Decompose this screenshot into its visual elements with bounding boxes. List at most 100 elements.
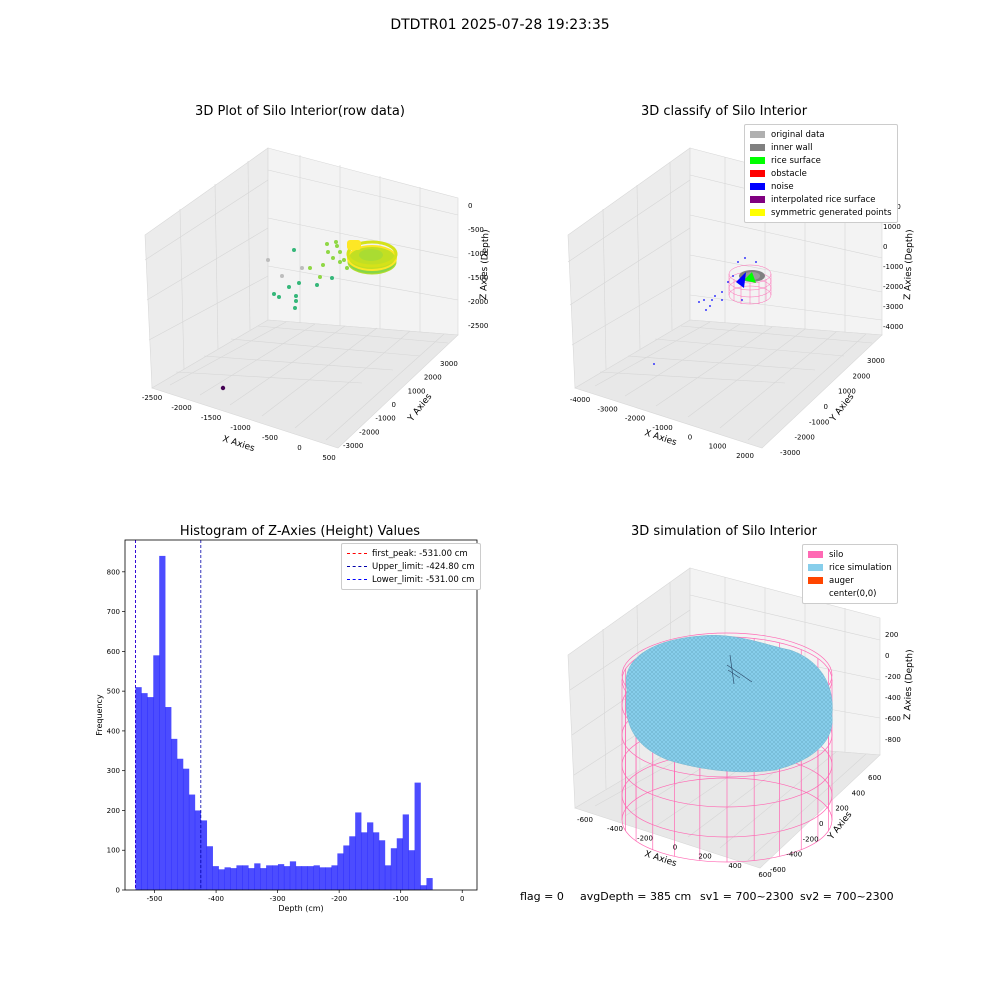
panel4-y-tick: 0 (819, 820, 823, 828)
panel2-noise-point (727, 281, 729, 283)
panel1-point (308, 266, 312, 270)
panel2-x-tick: -4000 (570, 396, 590, 404)
panel1-point (342, 258, 346, 262)
panel1-point (331, 256, 335, 260)
panel1-point (294, 294, 298, 298)
panel1-point (335, 244, 339, 248)
histogram-bar (165, 707, 172, 890)
panel2-legend: original data inner wall rice surface obsta… (744, 124, 898, 223)
panel2-noise-point (744, 257, 746, 259)
histogram-legend: first_peak: -531.00 cm Upper_limit: -424.… (341, 543, 481, 590)
histogram-bar (248, 868, 255, 890)
histogram-x-tick: -300 (270, 895, 286, 903)
histogram-legend-entry: Lower_limit: -531.00 cm (347, 573, 475, 586)
panel1-x-tick: -1000 (230, 424, 250, 432)
panel2-points (653, 257, 757, 365)
panel2-noise-point (703, 299, 705, 301)
panel4-x-tick: 0 (673, 844, 677, 852)
panel2-noise-point (721, 291, 723, 293)
histogram-bar (396, 838, 403, 890)
panel4-x-tick: 200 (698, 853, 711, 861)
legend-label: first_peak: -531.00 cm (372, 548, 468, 559)
panel2-noise-point (698, 301, 700, 303)
panel1-box (144, 147, 459, 449)
legend-line (347, 579, 367, 580)
panel1-x-tick: -1500 (201, 414, 221, 422)
panel2-z-tick: -3000 (883, 303, 903, 311)
panel4-x-tick: -600 (577, 816, 593, 824)
legend-swatch (750, 131, 765, 138)
histogram-bar (224, 867, 231, 890)
histogram-bar (361, 832, 368, 890)
histogram-y-tick: 500 (107, 688, 120, 696)
legend-entry: symmetric generated points (750, 206, 892, 219)
histogram-bar (212, 866, 219, 890)
panel2-y-tick: -1000 (809, 418, 829, 426)
panel2-noise-point (741, 299, 743, 301)
panel2-noise-point (653, 363, 655, 365)
panel1-points (220, 240, 349, 391)
histogram-bar (230, 868, 237, 890)
footer-avg-depth: avgDepth = 385 cm (580, 890, 692, 903)
panel1-point (294, 299, 298, 303)
panel1-y-tick: -2000 (359, 428, 379, 436)
histogram-bar (355, 812, 362, 890)
legend-swatch (750, 170, 765, 177)
panel1-z-tick: -2000 (468, 298, 488, 306)
histogram-bar (200, 820, 208, 890)
histogram-bar (414, 782, 421, 890)
histogram-bar (367, 822, 374, 890)
legend-swatch (808, 577, 823, 584)
panel2-z-tick: -2000 (883, 283, 903, 291)
legend-swatch (808, 564, 823, 571)
histogram-bar (153, 655, 160, 890)
panel1-y-ticks: -3000 -2000 -1000 0 1000 2000 3000 (343, 360, 458, 450)
legend-swatch (750, 144, 765, 151)
panel2-noise-point (737, 261, 739, 263)
panel4-x-tick: 600 (758, 871, 771, 879)
panel2-x-ticks: -4000 -3000 -2000 -1000 0 1000 2000 (570, 396, 754, 460)
panel1-point (326, 250, 330, 254)
panel2-y-tick: -2000 (795, 434, 815, 442)
panel1-title: 3D Plot of Silo Interior(row data) (195, 104, 405, 119)
panel1-x-tick: -500 (262, 434, 278, 442)
histogram-bar (408, 850, 415, 890)
panel4-auger (726, 654, 753, 685)
histogram-x-tick: 0 (460, 895, 464, 903)
histogram-bar (349, 836, 356, 890)
panel2-noise-point (721, 299, 723, 301)
panel2-y-tick: 3000 (867, 357, 885, 365)
panel1-point (292, 248, 296, 252)
histogram-bar (295, 866, 303, 890)
panel1-rice-ring (346, 240, 398, 275)
panel2-x-tick: -3000 (597, 405, 617, 413)
panel4-ylabel: Y Axies (826, 810, 855, 843)
panel2-noise-point (755, 261, 757, 263)
legend-entry: noise (750, 180, 892, 193)
panel1-y-tick: -1000 (375, 415, 395, 423)
panel2-y-tick: 0 (824, 403, 828, 411)
panel4-x-tick: 400 (728, 862, 741, 870)
panel4-z-tick: -400 (885, 694, 901, 702)
panel4-y-tick: 200 (835, 805, 848, 813)
histogram-bar (159, 555, 166, 890)
histogram-ylabel: Frequency (95, 694, 104, 736)
histogram-y-tick: 0 (116, 887, 120, 895)
histogram-bar (171, 738, 178, 890)
histogram-bar (260, 868, 267, 890)
panel2-y-tick: -3000 (780, 449, 800, 457)
panel1-y-tick: -3000 (343, 442, 363, 450)
histogram-y-ticks: 0 100 200 300 400 500 600 700 800 (107, 568, 125, 895)
panel1-point (297, 281, 301, 285)
panel1-point (345, 266, 349, 270)
histogram-x-tick: -100 (393, 895, 409, 903)
histogram-bar (402, 814, 409, 890)
histogram-y-tick: 200 (107, 807, 120, 815)
panel4-y-tick: 600 (868, 774, 881, 782)
panel4-x-tick: -400 (607, 825, 623, 833)
histogram-bar (313, 865, 320, 890)
panel1-point (325, 242, 329, 246)
histogram-bar (283, 866, 291, 890)
